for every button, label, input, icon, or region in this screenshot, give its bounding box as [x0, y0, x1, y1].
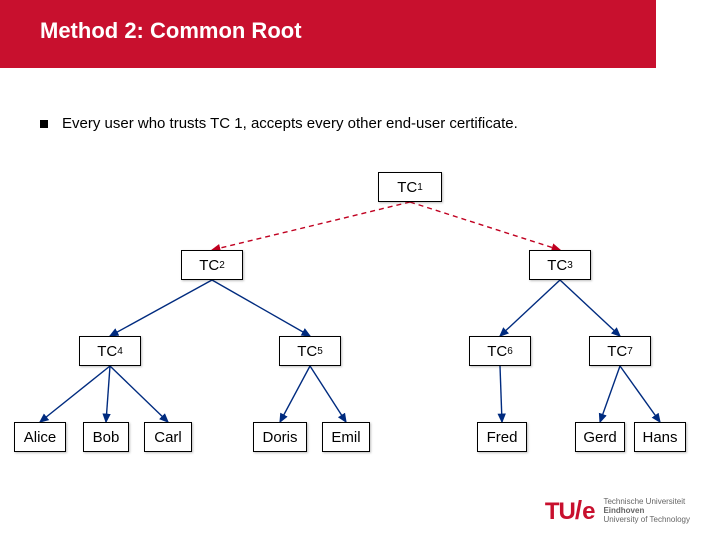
logo-tu-text: TU [545, 498, 575, 525]
tree-node-tc6: TC6 [469, 336, 531, 366]
footer-institution: Technische Universiteit Eindhoven Univer… [603, 497, 690, 525]
logo-tu: TU/e [545, 495, 596, 526]
tree-node-tc7: TC7 [589, 336, 651, 366]
footer-line-3: University of Technology [603, 515, 690, 524]
tree-node-tc2: TC2 [181, 250, 243, 280]
tree-node-gerd: Gerd [575, 422, 625, 452]
footer-logo: TU/e Technische Universiteit Eindhoven U… [545, 495, 690, 526]
bullet-item: Every user who trusts TC 1, accepts ever… [40, 115, 518, 132]
tree-node-hans: Hans [634, 422, 686, 452]
tree-diagram: TC1 TC2 TC3 TC4 TC5 TC6 TC7 Alice Bob Carl Doris Em… [0, 160, 720, 480]
footer-line-1: Technische Universiteit [603, 497, 690, 506]
logo-slash-icon: / [575, 495, 582, 525]
bullet-icon [40, 120, 48, 128]
tree-node-alice: Alice [14, 422, 66, 452]
logo-e-text: e [582, 498, 595, 525]
tree-node-emil: Emil [322, 422, 370, 452]
tree-node-doris: Doris [253, 422, 307, 452]
tree-node-tc5: TC5 [279, 336, 341, 366]
bullet-text: Every user who trusts TC 1, accepts ever… [62, 115, 518, 132]
tree-node-tc1: TC1 [378, 172, 442, 202]
footer-line-2: Eindhoven [603, 506, 690, 515]
slide-title: Method 2: Common Root [40, 18, 302, 44]
tree-node-carl: Carl [144, 422, 192, 452]
tree-node-tc4: TC4 [79, 336, 141, 366]
tree-node-tc3: TC3 [529, 250, 591, 280]
slide-header: Method 2: Common Root [0, 0, 720, 68]
tree-node-fred: Fred [477, 422, 527, 452]
tree-node-bob: Bob [83, 422, 129, 452]
